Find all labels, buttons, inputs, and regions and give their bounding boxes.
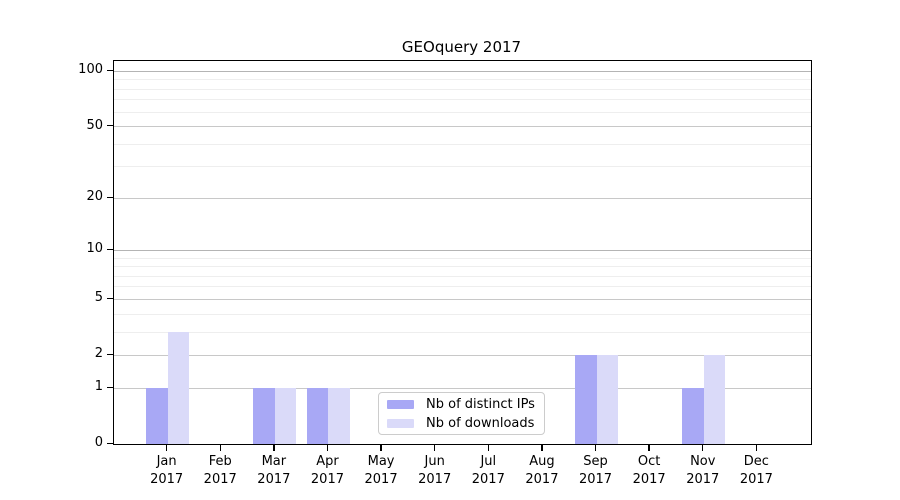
minor-gridline bbox=[114, 286, 811, 288]
x-tick bbox=[165, 444, 168, 451]
x-tick-label: Jul 2017 bbox=[471, 454, 505, 487]
chart-title: GEOquery 2017 bbox=[401, 38, 522, 56]
downloads-swatch bbox=[387, 418, 414, 428]
x-tick-label: Aug 2017 bbox=[525, 454, 559, 487]
bar-downloads bbox=[167, 332, 190, 444]
x-tick-label: Sep 2017 bbox=[578, 454, 613, 487]
x-tick bbox=[326, 444, 329, 451]
minor-gridline bbox=[114, 143, 811, 145]
y-tick bbox=[107, 125, 113, 127]
bar-distinct-ips bbox=[253, 388, 275, 444]
x-tick-label: Mar 2017 bbox=[257, 454, 291, 487]
y-tick-label: 2 bbox=[94, 346, 103, 362]
major-gridline bbox=[114, 354, 811, 356]
x-tick bbox=[219, 444, 221, 451]
minor-gridline bbox=[114, 313, 811, 315]
y-tick bbox=[107, 442, 113, 444]
major-gridline bbox=[114, 387, 811, 389]
major-gridline bbox=[114, 197, 811, 199]
minor-gridline bbox=[114, 99, 811, 101]
major-gridline bbox=[114, 249, 811, 251]
bar-distinct-ips bbox=[575, 355, 597, 444]
legend-item-downloads: Nb of downloads bbox=[387, 416, 536, 431]
x-tick-label: Feb 2017 bbox=[203, 454, 237, 487]
y-tick-label: 100 bbox=[78, 62, 103, 78]
x-tick bbox=[487, 444, 489, 451]
distinct-ips-swatch bbox=[387, 399, 414, 409]
legend-label: Nb of downloads bbox=[426, 415, 535, 431]
x-tick-label: May 2017 bbox=[364, 454, 398, 487]
x-tick-label: Jun 2017 bbox=[418, 454, 452, 487]
y-tick bbox=[107, 69, 113, 72]
x-tick bbox=[755, 444, 758, 451]
plot-area bbox=[113, 60, 812, 445]
x-tick-label: Dec 2017 bbox=[739, 454, 773, 487]
minor-gridline bbox=[114, 88, 811, 90]
y-tick bbox=[107, 248, 113, 251]
x-tick-label: Oct 2017 bbox=[632, 454, 666, 487]
x-tick bbox=[273, 444, 275, 451]
y-tick bbox=[107, 353, 113, 356]
minor-gridline bbox=[114, 275, 811, 277]
x-tick bbox=[594, 444, 597, 451]
legend: Nb of distinct IPs Nb of downloads bbox=[378, 392, 545, 435]
y-tick-label: 1 bbox=[94, 379, 103, 395]
y-tick-label: 20 bbox=[86, 189, 103, 205]
minor-gridline bbox=[114, 79, 811, 81]
x-tick bbox=[433, 444, 436, 451]
x-tick bbox=[648, 444, 650, 451]
y-tick bbox=[107, 196, 113, 199]
major-gridline bbox=[114, 70, 811, 72]
bar-downloads bbox=[328, 388, 350, 444]
bar-distinct-ips bbox=[306, 388, 329, 444]
minor-gridline bbox=[114, 266, 811, 268]
x-tick-label: Jan 2017 bbox=[150, 454, 184, 487]
y-tick bbox=[107, 297, 113, 300]
y-tick-label: 10 bbox=[86, 241, 103, 257]
minor-gridline bbox=[114, 166, 811, 168]
legend-item-distinct-ips: Nb of distinct IPs bbox=[387, 397, 536, 412]
major-gridline bbox=[114, 126, 811, 127]
y-tick-label: 50 bbox=[86, 117, 103, 133]
y-tick-label: 5 bbox=[94, 290, 103, 306]
x-tick-label: Nov 2017 bbox=[686, 454, 720, 487]
bar-distinct-ips bbox=[146, 388, 168, 444]
x-tick bbox=[541, 444, 543, 451]
legend-label: Nb of distinct IPs bbox=[426, 396, 535, 412]
x-tick bbox=[702, 444, 704, 451]
y-tick-label: 0 bbox=[94, 435, 103, 450]
minor-gridline bbox=[114, 257, 811, 259]
x-tick bbox=[380, 444, 382, 451]
bar-downloads bbox=[274, 388, 297, 444]
major-gridline bbox=[114, 298, 811, 300]
bar-distinct-ips bbox=[682, 388, 704, 444]
bar-downloads bbox=[596, 355, 619, 444]
minor-gridline bbox=[114, 331, 811, 333]
minor-gridline bbox=[114, 111, 811, 113]
x-tick-label: Apr 2017 bbox=[310, 454, 344, 487]
y-tick bbox=[107, 386, 113, 388]
bar-downloads bbox=[703, 355, 726, 444]
